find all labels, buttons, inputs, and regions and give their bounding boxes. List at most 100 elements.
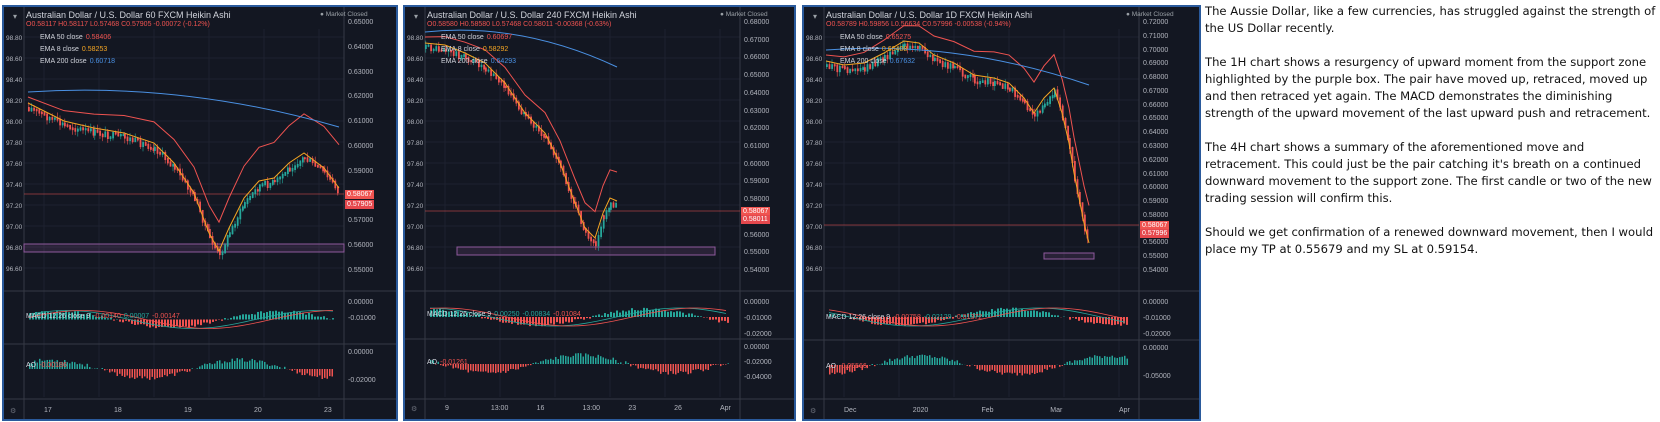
- dxy-axis-tick: 97.80: [407, 140, 424, 147]
- collapse-chevron-icon[interactable]: ▾: [414, 12, 419, 21]
- macd-histogram-bar: [1075, 317, 1077, 319]
- ao-histogram-bar: [254, 360, 256, 369]
- macd-histogram-bar: [727, 317, 729, 323]
- ao-histogram-bar: [1084, 358, 1086, 365]
- candle-body: [35, 108, 38, 112]
- ao-histogram-bar: [56, 360, 58, 369]
- ao-histogram-bar: [29, 363, 31, 369]
- ao-histogram-bar: [289, 369, 291, 370]
- candle-body: [465, 54, 467, 59]
- macd-axis-tick: -0.02000: [1143, 331, 1171, 338]
- candle-body: [520, 107, 523, 115]
- candle-body: [96, 129, 99, 133]
- candle-body: [846, 67, 849, 74]
- candle-body: [929, 54, 932, 58]
- macd-histogram-bar: [197, 319, 199, 325]
- ao-histogram-bar: [587, 354, 589, 364]
- candle-body: [77, 128, 79, 132]
- macd-histogram-bar: [589, 317, 591, 319]
- macd-histogram-bar: [988, 311, 990, 317]
- macd-histogram-bar: [829, 313, 831, 317]
- ao-histogram-bar: [266, 364, 268, 369]
- candle-body: [540, 129, 543, 137]
- ao-histogram-bar: [274, 365, 276, 369]
- ao-histogram-bar: [186, 369, 188, 373]
- candle-body: [54, 117, 56, 120]
- ao-histogram-bar: [284, 366, 286, 369]
- chart-title: Australian Dollar / U.S. Dollar 1D FXCM …: [826, 10, 1033, 20]
- ao-histogram-bar: [306, 369, 308, 374]
- ao-histogram-bar: [570, 357, 572, 364]
- ao-histogram-bar: [261, 360, 263, 369]
- ao-histogram-bar: [530, 364, 532, 366]
- candle-body: [518, 101, 520, 110]
- chart-canvas-1d[interactable]: [804, 7, 1201, 421]
- candle-body: [914, 45, 917, 49]
- macd-histogram-bar: [230, 317, 232, 320]
- macd-histogram-bar: [278, 311, 280, 320]
- dxy-axis-tick: 98.20: [6, 98, 23, 105]
- ao-histogram-bar: [834, 365, 836, 375]
- candle-body: [523, 112, 525, 115]
- dxy-axis-tick: 97.20: [806, 203, 823, 210]
- ema50-line: [424, 36, 618, 213]
- macd-histogram-bar: [128, 319, 130, 322]
- macd-axis-tick: -0.01000: [1143, 315, 1171, 322]
- candle-body: [1016, 94, 1019, 98]
- candle-body: [276, 177, 279, 183]
- macd-histogram-bar: [697, 315, 699, 317]
- price-axis-tick: 0.67000: [1143, 87, 1169, 95]
- ao-histogram-bar: [116, 369, 118, 377]
- ema200-line: [27, 89, 340, 128]
- macd-histogram-bar: [832, 314, 834, 317]
- candle-body: [1014, 87, 1016, 97]
- candle-body: [199, 201, 201, 212]
- candle-body: [211, 236, 214, 245]
- time-axis-tick: Feb: [981, 407, 994, 414]
- dxy-axis-tick: 96.60: [407, 266, 424, 273]
- chart-panel-4h[interactable]: ▾ Australian Dollar / U.S. Dollar 240 FX…: [403, 5, 796, 421]
- macd-histogram-bar: [1057, 315, 1059, 317]
- macd-histogram-bar: [257, 311, 259, 320]
- ao-histogram-bar: [1119, 357, 1121, 365]
- macd-histogram-bar: [520, 317, 522, 325]
- time-axis-tick: Mar: [1050, 407, 1063, 414]
- ao-histogram-bar: [1036, 365, 1038, 374]
- candle-body: [1011, 87, 1014, 92]
- collapse-chevron-icon[interactable]: ▾: [813, 12, 818, 21]
- macd-histogram-bar: [1084, 317, 1086, 323]
- chart-panel-1d[interactable]: ▾ Australian Dollar / U.S. Dollar 1D FXC…: [802, 5, 1201, 421]
- ao-histogram-bar: [199, 366, 201, 369]
- ao-histogram-bar: [695, 364, 697, 370]
- ao-histogram-bar: [899, 359, 901, 365]
- ao-histogram-bar: [49, 359, 51, 369]
- candle-body: [882, 57, 884, 62]
- support-zone-box: [456, 246, 716, 256]
- chart-canvas-4h[interactable]: [405, 7, 796, 421]
- ao-histogram-bar: [189, 369, 191, 372]
- ao-histogram-bar: [311, 369, 313, 377]
- macd-histogram-bar: [1042, 311, 1044, 317]
- macd-histogram-bar: [724, 317, 726, 321]
- settings-icon: ⚙: [411, 406, 418, 413]
- chart-panel-1h[interactable]: ▾ Australian Dollar / U.S. Dollar 60 FXC…: [2, 5, 398, 421]
- candle-body: [839, 65, 841, 73]
- ao-histogram-bar: [555, 356, 557, 364]
- macd-histogram-bar: [50, 312, 52, 320]
- macd-histogram-bar: [143, 319, 145, 325]
- chart-canvas-1h[interactable]: [4, 7, 398, 421]
- ao-histogram-bar: [492, 364, 494, 373]
- ao-histogram-bar: [86, 363, 88, 369]
- ao-histogram-bar: [1044, 365, 1046, 369]
- ao-histogram-bar: [1016, 365, 1018, 376]
- candle-body: [1051, 95, 1054, 99]
- price-axis-tick: 0.56000: [744, 231, 770, 239]
- macd-histogram-bar: [547, 317, 549, 325]
- collapse-chevron-icon[interactable]: ▾: [13, 12, 18, 21]
- ao-histogram-bar: [657, 364, 659, 372]
- candle-body: [156, 146, 159, 154]
- ao-histogram-bar: [612, 357, 614, 364]
- ao-histogram-bar: [866, 365, 868, 369]
- ao-histogram-bar: [515, 364, 517, 370]
- ao-histogram-bar: [652, 364, 654, 371]
